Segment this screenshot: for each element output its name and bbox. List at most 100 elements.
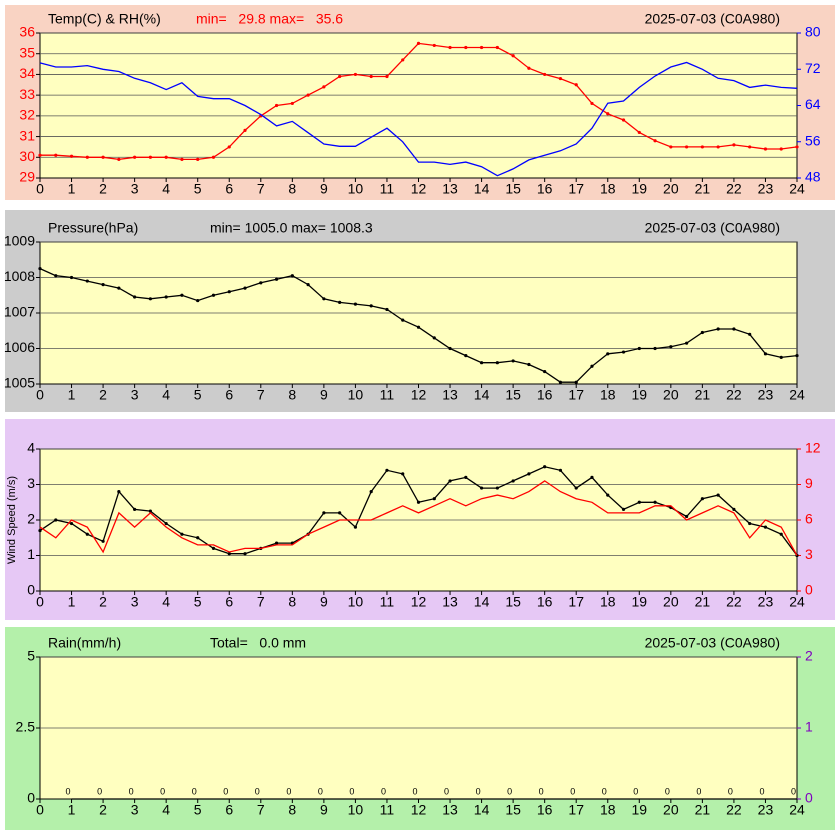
x-tick-label: 17 bbox=[568, 181, 584, 197]
data-point bbox=[479, 361, 484, 365]
data-point bbox=[69, 275, 74, 280]
x-tick-label: 21 bbox=[695, 387, 711, 403]
x-tick-label: 8 bbox=[288, 181, 296, 197]
data-point bbox=[196, 157, 200, 161]
data-point bbox=[511, 479, 515, 483]
x-tick-label: 0 bbox=[36, 181, 44, 197]
data-point bbox=[464, 354, 468, 358]
x-tick-label: 15 bbox=[505, 387, 521, 403]
x-tick-label: 13 bbox=[442, 181, 458, 197]
data-point bbox=[353, 525, 358, 529]
data-point bbox=[211, 293, 216, 297]
data-point bbox=[117, 157, 121, 161]
data-point bbox=[416, 41, 421, 45]
data-label: 0 bbox=[759, 786, 764, 796]
data-label: 0 bbox=[570, 786, 575, 796]
data-label: 0 bbox=[192, 786, 197, 796]
data-point bbox=[148, 155, 152, 159]
data-point bbox=[85, 279, 89, 283]
x-tick-label: 10 bbox=[348, 387, 364, 403]
x-tick-label: 19 bbox=[632, 802, 648, 818]
data-point bbox=[716, 493, 720, 497]
data-label: 0 bbox=[129, 786, 134, 796]
data-point bbox=[543, 72, 547, 77]
data-point bbox=[543, 369, 547, 374]
y-tick-label: 1005 bbox=[4, 375, 35, 391]
data-point bbox=[763, 352, 768, 356]
x-tick-label: 3 bbox=[131, 802, 139, 818]
data-point bbox=[527, 66, 531, 70]
panel-date: 2025-07-03 (C0A980) bbox=[645, 635, 780, 651]
data-point bbox=[448, 479, 452, 483]
x-tick-label: 13 bbox=[442, 594, 458, 610]
x-tick-label: 6 bbox=[225, 802, 233, 818]
data-point bbox=[748, 332, 752, 336]
data-point bbox=[322, 297, 326, 301]
data-point bbox=[637, 130, 641, 135]
data-point bbox=[763, 147, 768, 151]
data-point bbox=[148, 509, 152, 513]
x-tick-label: 6 bbox=[225, 387, 233, 403]
x-tick-label: 15 bbox=[505, 181, 521, 197]
data-point bbox=[464, 45, 468, 50]
x-tick-label: 18 bbox=[600, 387, 616, 403]
data-point bbox=[779, 147, 783, 151]
x-tick-label: 3 bbox=[131, 181, 139, 197]
y-tick-label: 33 bbox=[19, 86, 35, 102]
x-tick-label: 10 bbox=[348, 181, 364, 197]
data-point bbox=[306, 93, 310, 97]
data-label: 0 bbox=[349, 786, 354, 796]
y2-tick-label: 72 bbox=[805, 60, 821, 76]
x-tick-label: 10 bbox=[348, 594, 364, 610]
y2-tick-label: 80 bbox=[805, 24, 821, 40]
data-point bbox=[227, 552, 231, 556]
x-tick-label: 21 bbox=[695, 594, 711, 610]
x-tick-label: 18 bbox=[600, 802, 616, 818]
x-tick-label: 24 bbox=[789, 181, 805, 197]
data-point bbox=[432, 497, 436, 501]
data-point bbox=[133, 295, 137, 299]
data-point bbox=[779, 355, 783, 359]
x-tick-label: 22 bbox=[726, 387, 742, 403]
data-point bbox=[259, 281, 263, 285]
data-point bbox=[653, 500, 657, 504]
y-tick-label: 3 bbox=[27, 475, 35, 491]
data-point bbox=[716, 145, 720, 149]
y2-tick-label: 12 bbox=[805, 440, 821, 456]
x-tick-label: 20 bbox=[663, 181, 679, 197]
data-point bbox=[732, 143, 736, 147]
data-label: 0 bbox=[160, 786, 165, 796]
x-tick-label: 23 bbox=[758, 594, 774, 610]
data-point bbox=[353, 72, 358, 77]
data-point bbox=[748, 145, 752, 149]
data-point bbox=[558, 380, 563, 384]
y2-tick-label: 64 bbox=[805, 96, 821, 112]
x-tick-label: 22 bbox=[726, 181, 742, 197]
data-point bbox=[606, 112, 610, 116]
data-point bbox=[669, 345, 673, 349]
y-tick-label: 0 bbox=[27, 582, 35, 598]
x-tick-label: 21 bbox=[695, 181, 711, 197]
data-label: 0 bbox=[602, 786, 607, 796]
x-tick-label: 3 bbox=[131, 594, 139, 610]
data-point bbox=[479, 486, 484, 490]
series-line bbox=[39, 61, 798, 177]
data-point bbox=[164, 155, 168, 159]
data-point bbox=[479, 45, 484, 50]
data-label: 0 bbox=[696, 786, 701, 796]
data-point bbox=[621, 507, 626, 511]
x-tick-label: 6 bbox=[225, 181, 233, 197]
x-tick-label: 15 bbox=[505, 802, 521, 818]
data-point bbox=[101, 155, 105, 159]
data-label: 0 bbox=[255, 786, 260, 796]
data-point bbox=[338, 300, 342, 304]
y2-tick-label: 9 bbox=[805, 475, 813, 491]
data-label: 0 bbox=[665, 786, 670, 796]
data-point bbox=[448, 346, 452, 351]
panel-title: Pressure(hPa) bbox=[48, 220, 138, 236]
x-tick-label: 14 bbox=[474, 387, 490, 403]
x-tick-label: 2 bbox=[99, 594, 107, 610]
x-tick-label: 8 bbox=[288, 802, 296, 818]
x-tick-label: 4 bbox=[162, 387, 170, 403]
data-point bbox=[495, 486, 499, 490]
